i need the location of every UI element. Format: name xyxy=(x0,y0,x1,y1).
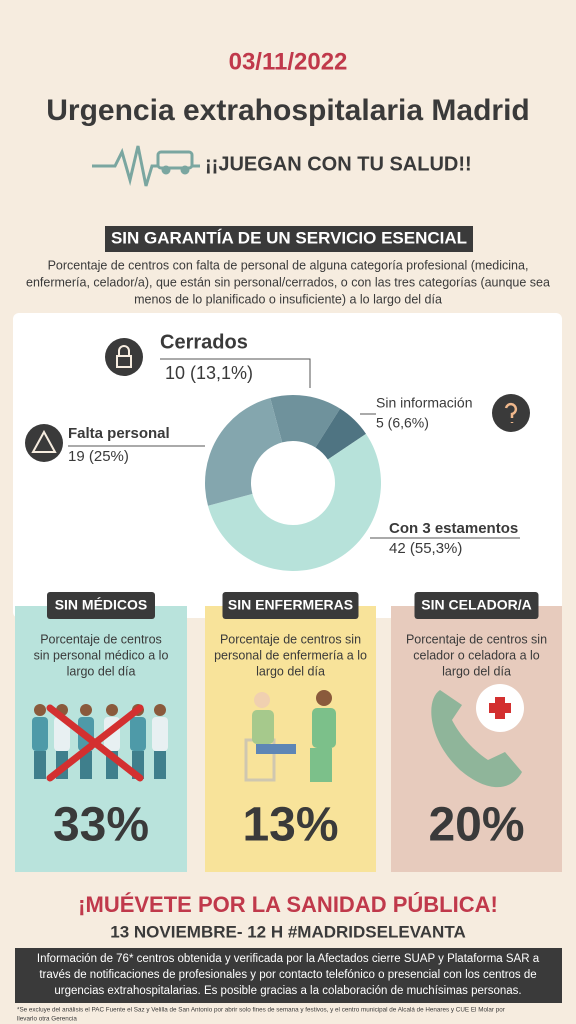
card-description: largo del día xyxy=(442,664,511,678)
section-badge: SIN GARANTÍA DE UN SERVICIO ESENCIAL xyxy=(111,228,467,247)
donut-slice xyxy=(270,395,341,448)
staff-body xyxy=(130,717,146,751)
staff-head xyxy=(34,704,46,716)
card-value: 13% xyxy=(242,799,338,852)
footnote: *Se excluye del análisis el PAC Fuente e… xyxy=(17,1007,505,1014)
card xyxy=(391,606,562,872)
leader-line xyxy=(160,358,311,388)
info-line: través de notificaciones de profesionale… xyxy=(39,969,536,981)
cross-out xyxy=(46,704,144,782)
slice-label: Cerrados xyxy=(160,331,248,353)
donut-slice xyxy=(207,433,381,571)
slice-label: Con 3 estamentos xyxy=(389,520,518,537)
title: Urgencia extrahospitalaria Madrid xyxy=(46,94,530,127)
section-description: Porcentaje de centros con falta de perso… xyxy=(48,258,529,272)
donut-slice xyxy=(204,397,283,506)
slice-value: 5 (6,6%) xyxy=(376,415,429,431)
card-badge: SIN ENFERMERAS xyxy=(228,597,353,613)
lock-icon xyxy=(116,355,132,368)
footnote: llevarlo otra Gerencia xyxy=(17,1016,77,1023)
staff-body xyxy=(54,717,70,751)
card-description: Porcentaje de centros xyxy=(40,632,162,646)
staff-head xyxy=(80,704,92,716)
slice-value: 10 (13,1%) xyxy=(165,363,253,383)
card-badge: SIN CELADOR/A xyxy=(421,597,531,613)
slice-label: Sin información xyxy=(376,395,473,411)
card-value: 33% xyxy=(53,799,149,852)
patient-body xyxy=(252,710,274,744)
card xyxy=(205,606,376,872)
info-box xyxy=(15,948,562,1003)
staff-head xyxy=(106,704,118,716)
card-description: personal de enfermería a lo xyxy=(214,648,367,662)
card-badge-bg xyxy=(47,592,155,619)
donut-slice xyxy=(315,408,367,460)
slice-value: 19 (25%) xyxy=(68,448,129,465)
info-line: Información de 76* centros obtenida y ve… xyxy=(37,953,540,965)
section-description: enfermería, celador/a), que están sin pe… xyxy=(26,275,550,289)
call-to-action: ¡MUÉVETE POR LA SANIDAD PÚBLICA! xyxy=(78,892,498,917)
info-line: urgencias extrahospitalarias. Es posible… xyxy=(54,985,521,997)
card-description: largo del día xyxy=(256,664,325,678)
chart-panel xyxy=(13,313,562,618)
nurse-head xyxy=(316,690,332,706)
card-description: celador o celadora a lo xyxy=(413,648,540,662)
question-icon xyxy=(504,402,518,423)
section-badge-bg xyxy=(105,226,473,252)
staff-legs xyxy=(154,751,166,779)
patient-legs xyxy=(256,744,296,754)
heartbeat-icon xyxy=(92,145,200,187)
medical-cross xyxy=(489,697,511,719)
staff-body xyxy=(152,717,168,751)
card-description: sin personal médico a lo xyxy=(34,648,169,662)
card-value: 20% xyxy=(428,799,524,852)
nurse-body xyxy=(312,708,336,748)
phone-icon xyxy=(431,690,522,788)
card-description: Porcentaje de centros sin xyxy=(406,632,547,646)
warning-icon xyxy=(31,429,57,453)
card-description: Porcentaje de centros sin xyxy=(220,632,361,646)
slice-label: Falta personal xyxy=(68,425,170,442)
card-description: largo del día xyxy=(67,664,136,678)
card-badge-bg xyxy=(414,592,539,619)
slice-value: 42 (55,3%) xyxy=(389,540,462,557)
date: 03/11/2022 xyxy=(229,48,348,75)
event: 13 NOVIEMBRE- 12 H #MADRIDSELEVANTA xyxy=(110,922,465,941)
slogan: ¡¡JUEGAN CON TU SALUD!! xyxy=(205,153,472,175)
staff-head xyxy=(154,704,166,716)
staff-legs xyxy=(34,751,46,779)
staff-legs xyxy=(80,751,92,779)
card-badge: SIN MÉDICOS xyxy=(55,597,148,613)
section-description: menos de lo planificado o insuficiente) … xyxy=(134,292,442,306)
nurse-legs xyxy=(310,748,332,782)
staff-body xyxy=(32,717,48,751)
patient-head xyxy=(254,692,270,708)
lock-icon xyxy=(118,345,130,356)
card-badge-bg xyxy=(222,592,359,619)
slice-icon xyxy=(25,424,63,462)
